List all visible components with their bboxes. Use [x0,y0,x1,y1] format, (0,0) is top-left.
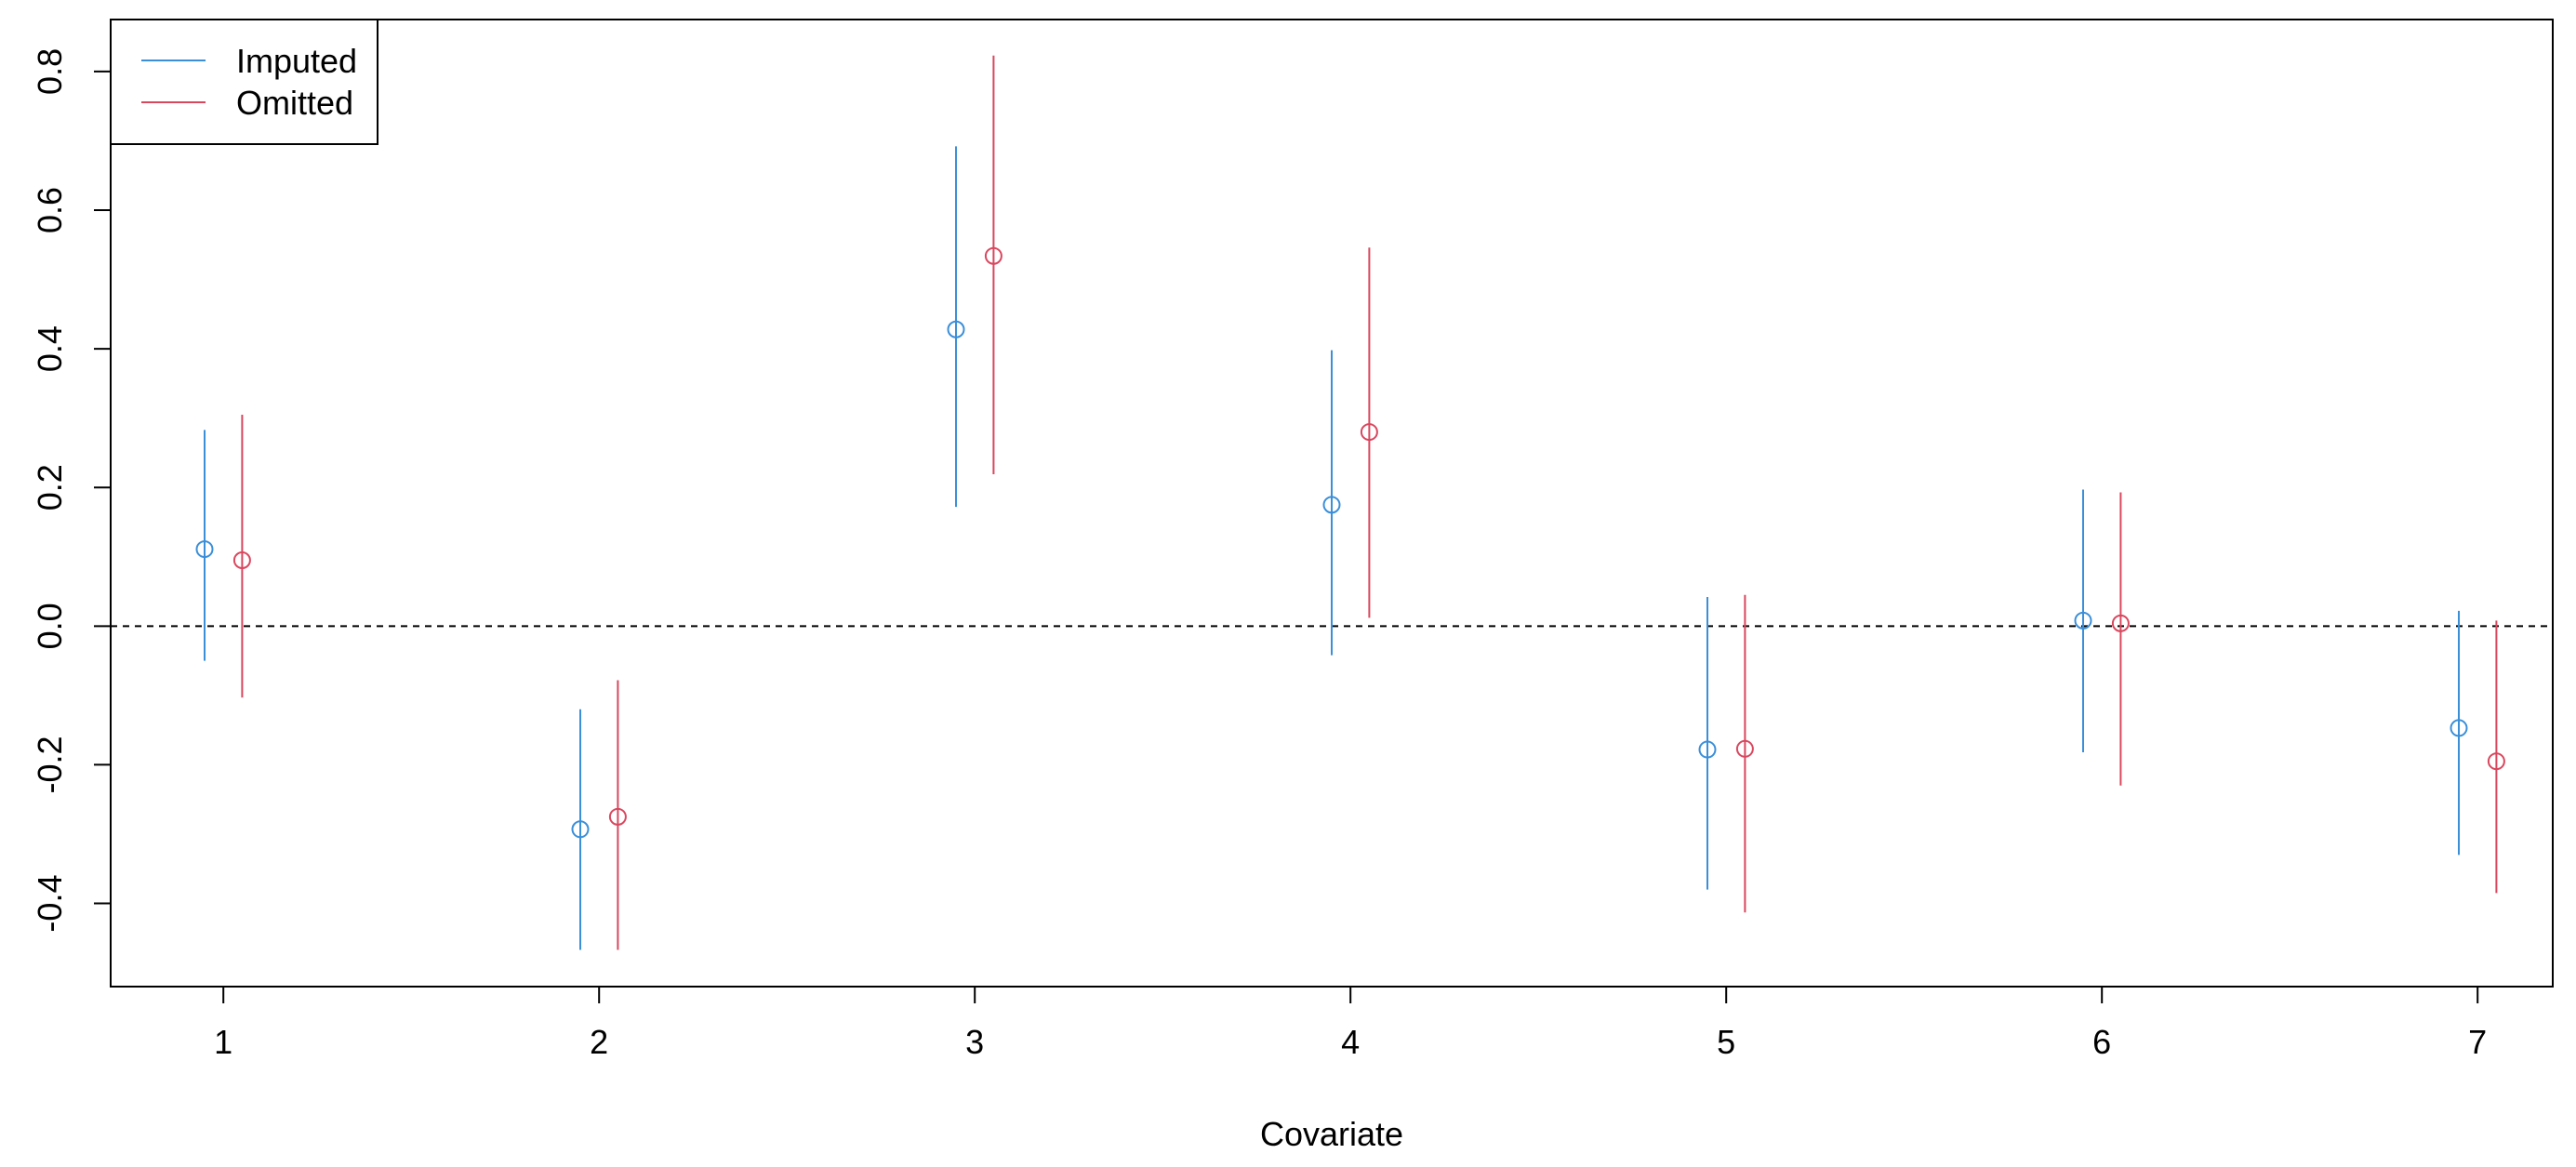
y-tick-label: -0.2 [31,736,69,793]
y-tick-label: 0.2 [31,464,69,511]
x-tick-label: 7 [2468,1023,2487,1061]
series-layer [195,55,2505,950]
x-axis-title: Covariate [1260,1115,1403,1153]
x-tick-label: 4 [1341,1023,1360,1061]
legend-label-imputed: Imputed [236,42,357,80]
x-tick-label: 3 [965,1023,984,1061]
estimate-point [2074,611,2092,630]
x-tick-label: 6 [2092,1023,2111,1061]
legend-box [110,19,378,145]
estimate-point [195,540,214,559]
y-tick-label: 0.8 [31,48,69,95]
estimate-point [608,807,627,826]
legend: Imputed Omitted [110,19,378,145]
x-tick-label: 2 [590,1023,608,1061]
estimate-point [2487,752,2505,771]
estimate-point [984,246,1003,265]
axes-ticks: 1 2 3 4 5 6 7 -0.4 -0.2 0.0 0.2 0.4 0.6 0.8 [31,48,2487,1061]
estimate-point [947,320,965,338]
estimate-point [1322,496,1341,514]
plot-frame [110,19,2554,988]
estimate-point [232,551,251,570]
x-tick-label: 1 [214,1023,232,1061]
series-omitted [232,55,2505,950]
y-tick-label: 0.4 [31,325,69,372]
estimate-point [2111,614,2130,632]
x-tick-label: 5 [1717,1023,1735,1061]
y-tick-label: 0.0 [31,603,69,649]
estimate-point [1360,423,1378,442]
y-tick-label: 0.6 [31,187,69,233]
estimate-point [2450,719,2468,737]
series-imputed [195,146,2468,950]
estimate-point [1698,740,1717,759]
estimate-point [1735,739,1754,758]
y-tick-label: -0.4 [31,875,69,933]
estimate-point [571,820,590,839]
legend-label-omitted: Omitted [236,84,353,122]
